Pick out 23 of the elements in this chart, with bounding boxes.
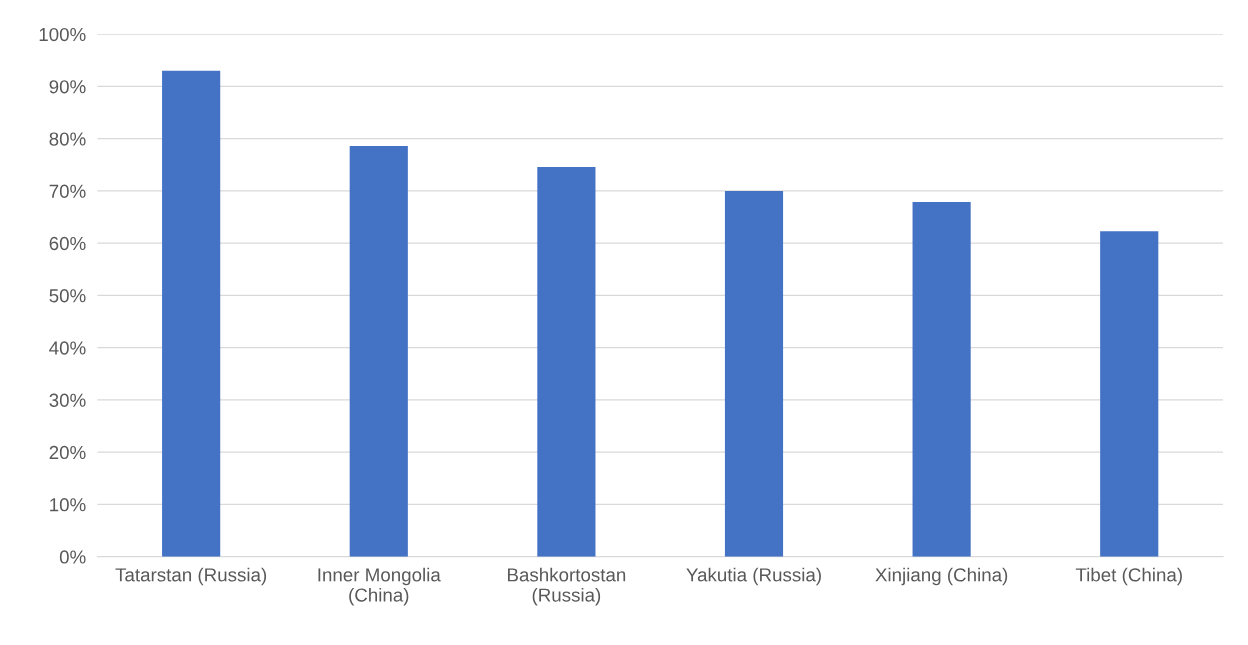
y-tick-label: 60% <box>49 236 86 251</box>
bar <box>162 70 221 557</box>
x-tick-label: Tibet (China) <box>1075 567 1182 586</box>
y-tick-label: 70% <box>49 184 86 198</box>
y-tick-label: 50% <box>49 289 86 303</box>
bar <box>1100 231 1159 557</box>
bar <box>724 190 784 557</box>
y-tick-label: 40% <box>49 341 86 355</box>
y-tick-label: 100% <box>39 27 86 42</box>
y-tick-label: 80% <box>49 132 86 146</box>
y-tick-label: 20% <box>49 445 86 460</box>
bar <box>537 166 596 557</box>
y-tick-label: 90% <box>49 80 86 94</box>
x-tick-label: Yakutia (Russia) <box>686 567 821 586</box>
x-tick-label: Inner Mongolia (China) <box>318 567 441 606</box>
y-tick-label: 30% <box>49 393 86 407</box>
x-tick-label: Tatarstan (Russia) <box>115 567 267 586</box>
bar <box>349 145 408 557</box>
x-tick-label: Xinjiang (China) <box>875 567 1008 586</box>
y-tick-label: 0% <box>59 550 86 564</box>
x-tick-label: Bashkortostan (Russia) <box>508 567 626 606</box>
bar <box>912 201 971 557</box>
y-tick-label: 10% <box>50 498 86 512</box>
